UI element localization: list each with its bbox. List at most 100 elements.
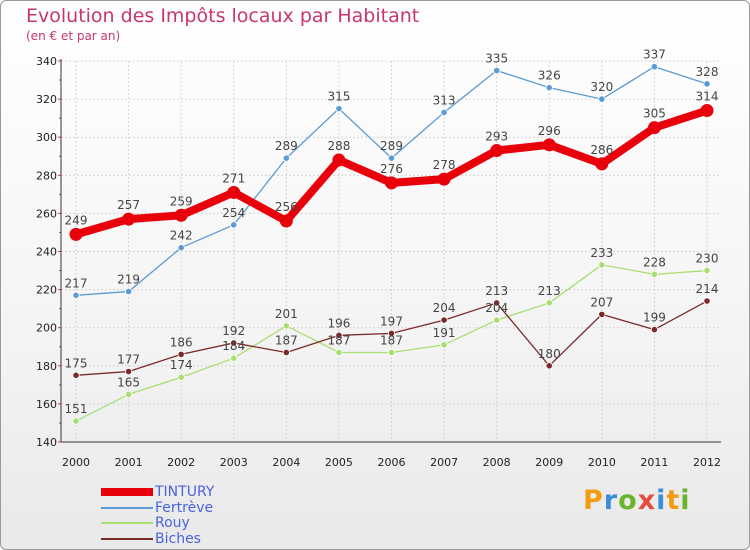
data-label: 313 [433,93,456,107]
y-tick-label: 320 [36,93,57,106]
data-label: 328 [696,65,719,79]
data-label: 314 [696,90,719,104]
data-label: 296 [538,124,561,138]
data-label: 305 [643,107,666,121]
series-tintury [69,104,714,241]
data-point [650,63,659,71]
data-label: 204 [485,301,508,315]
y-tick-label: 180 [36,360,57,373]
data-label: 315 [327,90,350,104]
data-point [437,172,451,186]
data-point [177,350,185,358]
data-point [493,316,501,324]
logo-letter: o [618,485,638,516]
data-point [440,341,448,349]
data-point [545,299,553,307]
data-label: 213 [538,284,561,298]
data-labels: 217 219 242 254 289 315 289 313 335 326 320 337 328 1… [65,48,719,416]
data-label: 278 [433,158,456,172]
data-point [282,154,290,162]
data-label: 219 [117,273,140,287]
data-point [490,144,504,158]
data-point [703,266,711,275]
proxiti-logo: Proxiti [583,485,691,516]
data-label: 320 [590,80,613,94]
y-tick-label: 160 [36,398,57,411]
data-point [387,348,396,357]
legend-swatch [101,488,153,496]
logo-letter: P [583,485,604,516]
y-tick-label: 220 [36,284,57,297]
data-point [72,291,80,299]
data-point [598,95,606,103]
x-tick-label: 2001 [115,456,143,469]
series-fertr-ve [72,63,711,299]
logo-letter: i [680,485,691,516]
series-rouy [72,261,711,425]
series-lines [69,63,714,425]
logo-letter: r [603,485,619,516]
data-point [545,84,553,92]
data-label: 271 [222,171,245,185]
data-point [650,270,659,278]
data-point [177,244,185,252]
data-label: 186 [170,335,193,349]
data-point [545,362,553,370]
data-label: 187 [327,333,350,347]
data-label: 249 [65,213,88,227]
data-point [703,297,711,305]
data-label: 187 [380,333,403,347]
x-tick-label: 2002 [167,456,195,469]
data-label: 293 [485,130,508,144]
data-point [335,348,343,357]
data-label: 335 [485,52,508,66]
data-label: 326 [538,69,561,83]
data-label: 191 [433,326,456,340]
data-point [598,310,606,318]
data-label: 201 [275,307,298,321]
x-tick-label: 2007 [430,456,458,469]
data-label: 207 [590,295,613,309]
y-tick-label: 140 [36,436,57,449]
x-tick-label: 2005 [325,456,353,469]
data-point [700,104,714,118]
data-point [440,316,448,324]
data-point [124,390,133,398]
data-label: 288 [327,139,350,153]
data-point [595,157,609,171]
legend-label: Rouy [155,515,190,531]
data-label: 289 [275,139,298,153]
data-label: 151 [65,402,88,416]
x-tick-label: 2000 [62,456,90,469]
x-tick-label: 2010 [588,456,616,469]
data-label: 199 [643,311,666,325]
data-point [124,287,133,296]
data-label: 286 [590,143,613,157]
data-point [230,339,238,347]
data-label: 254 [222,206,245,220]
data-label: 165 [117,375,140,389]
data-point [335,331,343,339]
data-point [598,261,606,269]
data-label: 204 [433,301,456,315]
y-tick-label: 240 [36,246,57,259]
x-tick-label: 2009 [535,456,563,469]
data-label: 197 [380,314,403,328]
legend-label: TINTURY [155,484,215,500]
chart-title: Evolution des Impôts locaux par Habitant [26,5,420,27]
x-tick-label: 2011 [640,456,668,469]
data-label: 276 [380,162,403,176]
x-tick-label: 2006 [378,456,406,469]
y-tick-label: 260 [36,207,57,220]
data-point [387,329,396,338]
legend-label: Biches [155,530,201,547]
axes: 140 160 180 200 220 240 260 280 300 320 340 2000 200… [36,55,721,469]
data-point [385,176,398,190]
data-label: 175 [65,356,88,370]
data-point [69,227,83,241]
y-tick-label: 280 [36,169,57,182]
data-label: 257 [117,198,140,212]
x-tick-label: 2012 [693,456,721,469]
